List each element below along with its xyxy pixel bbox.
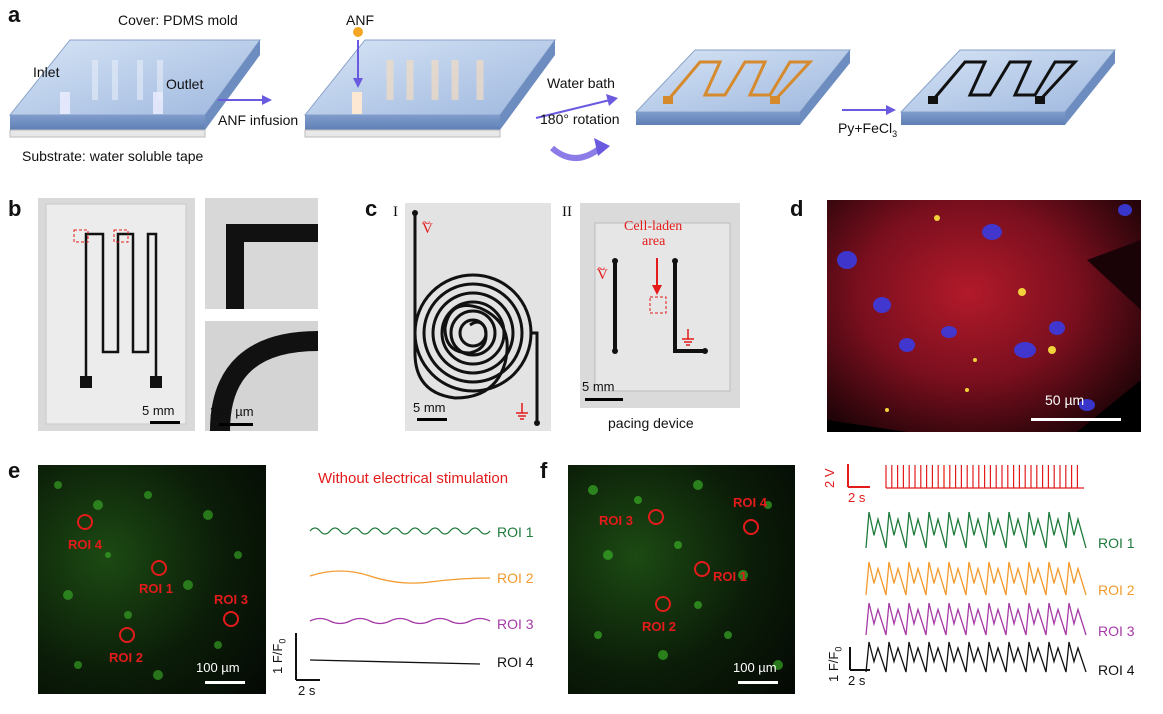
panel-e-trace-label-2: ROI 2 <box>497 570 534 586</box>
panel-e-roi-label-3: ROI 3 <box>214 592 248 607</box>
panel-b-corner-zoom <box>205 198 318 309</box>
panel-c-spiral-scale-label: 5 mm <box>413 400 446 415</box>
panel-f-time-scale-label: 2 s <box>848 673 866 688</box>
panel-e-roi-label-1: ROI 1 <box>139 581 173 596</box>
anf-label: ANF <box>346 12 374 28</box>
panel-e-trace-label-4: ROI 4 <box>497 654 534 670</box>
panel-e-roi-label-2: ROI 2 <box>109 650 143 665</box>
cell-laden-label: Cell-laden <box>624 219 683 234</box>
panel-e-time-scale-label: 2 s <box>298 683 316 698</box>
device-4 <box>899 49 1117 125</box>
panel-f-top-time-scale-label: 2 s <box>848 490 866 505</box>
panel-e-title: Without electrical stimulation <box>318 470 509 487</box>
panel-e-trace-label-1: ROI 1 <box>497 524 534 540</box>
panel-f-trace-label-1: ROI 1 <box>1098 535 1135 551</box>
panel-f-trace-label-2: ROI 2 <box>1098 582 1135 598</box>
cover-label: Cover: PDMS mold <box>118 12 238 28</box>
panel-c-v-symbol-2: ~ V <box>597 262 608 283</box>
panel-f-scale-label: 100 µm <box>733 660 777 675</box>
panel-b-device-photo: 5 mm <box>38 198 195 431</box>
panel-a-schematic <box>8 27 1117 161</box>
panel-c-roman-ii: II <box>562 204 572 220</box>
outlet-label: Outlet <box>166 76 204 92</box>
panel-b-zoom-scale-label: 200 µm <box>210 404 254 419</box>
panel-f-trace-label-4: ROI 4 <box>1098 662 1135 678</box>
rotation-label: 180° rotation <box>540 111 620 127</box>
panel-d-scale-label: 50 µm <box>1045 392 1085 408</box>
device-1 <box>8 39 261 138</box>
panel-b-scale-label: 5 mm <box>142 403 175 418</box>
py-fecl3-label: Py+FeCl3 <box>838 120 898 139</box>
panel-e-trace-label-3: ROI 3 <box>497 616 534 632</box>
panel-f-roi-label-3: ROI 3 <box>599 513 633 528</box>
panel-e-calcium-image: ROI 4 ROI 1 ROI 3 ROI 2 100 µm <box>38 465 266 694</box>
panel-f-y-scale-label: 1 F/F0 <box>826 646 844 682</box>
device-3 <box>634 49 852 125</box>
panel-label-e: e <box>8 458 21 483</box>
panel-f-calcium-image: ROI 3 ROI 4 ROI 1 ROI 2 100 µm <box>568 465 795 694</box>
panel-f-roi-label-2: ROI 2 <box>642 619 676 634</box>
pacing-device-label: pacing device <box>608 415 694 431</box>
panel-label-b: b <box>8 196 22 221</box>
anf-infusion-label: ANF infusion <box>218 112 299 128</box>
panel-c-roman-i: I <box>393 204 398 220</box>
panel-c-v-symbol-1: ~ V <box>422 216 433 237</box>
panel-label-f: f <box>540 458 548 483</box>
panel-c-pacing-photo: 5 mm <box>580 203 740 408</box>
panel-c-pacing-scale-label: 5 mm <box>582 379 615 394</box>
panel-label-c: c <box>365 196 378 221</box>
panel-d-fluorescence-image: 50 µm <box>827 200 1141 432</box>
water-bath-label: Water bath <box>547 75 615 91</box>
panel-e-roi-label-4: ROI 4 <box>68 537 102 552</box>
panel-f-roi-label-4: ROI 4 <box>733 495 767 510</box>
panel-b-curve-zoom: 200 µm <box>205 321 318 431</box>
panel-f-trace-label-3: ROI 3 <box>1098 623 1135 639</box>
panel-e-scale-label: 100 µm <box>196 660 240 675</box>
device-2 <box>303 27 556 138</box>
panel-f-voltage-scale-label: 2 V <box>822 468 837 488</box>
inlet-label: Inlet <box>33 64 60 80</box>
panel-c-spiral-photo: 5 mm <box>405 203 551 431</box>
substrate-label: Substrate: water soluble tape <box>22 148 204 164</box>
panel-f-roi-label-1: ROI 1 <box>713 569 747 584</box>
panel-e-y-scale-label: 1 F/F0 <box>270 638 288 674</box>
area-label: area <box>642 234 666 249</box>
panel-label-d: d <box>790 196 804 221</box>
panel-label-a: a <box>8 2 21 27</box>
